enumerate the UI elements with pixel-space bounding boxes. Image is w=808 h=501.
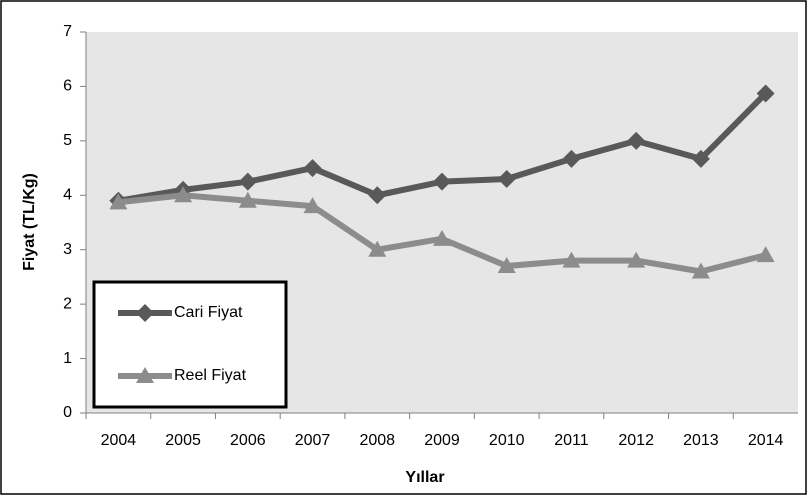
legend-marker xyxy=(136,367,154,383)
y-tick-label: 2 xyxy=(63,295,72,312)
y-tick-label: 7 xyxy=(63,23,72,40)
x-tick-label: 2012 xyxy=(618,432,654,449)
marker xyxy=(109,193,128,210)
legend-box xyxy=(92,280,288,409)
legend-marker xyxy=(136,304,154,322)
marker xyxy=(756,84,775,103)
marker xyxy=(303,159,322,178)
x-tick-label: 2005 xyxy=(165,432,201,449)
marker xyxy=(238,191,257,208)
marker xyxy=(433,229,451,246)
marker xyxy=(691,149,710,168)
marker xyxy=(497,257,516,274)
legend-label: Cari Fiyat xyxy=(174,304,243,321)
marker xyxy=(497,169,516,188)
x-tick-label: 2014 xyxy=(748,432,784,449)
y-tick-label: 1 xyxy=(63,350,72,367)
x-tick-label: 2004 xyxy=(101,432,137,449)
x-tick-label: 2006 xyxy=(230,432,266,449)
marker xyxy=(562,251,581,268)
x-tick-label: 2007 xyxy=(295,432,331,449)
marker xyxy=(303,197,322,214)
y-tick-label: 6 xyxy=(63,78,72,95)
x-tick-label: 2011 xyxy=(554,432,589,449)
marker xyxy=(238,172,257,191)
marker xyxy=(627,251,646,268)
x-tick-label: 2010 xyxy=(489,432,525,449)
legend-label: Reel Fiyat xyxy=(174,367,247,384)
marker xyxy=(433,172,451,191)
marker xyxy=(562,149,581,168)
marker xyxy=(174,186,193,203)
x-tick-label: 2013 xyxy=(683,432,719,449)
y-tick-label: 3 xyxy=(63,241,72,258)
marker xyxy=(368,186,387,205)
y-axis-title: Fiyat (TL/Kg) xyxy=(21,173,38,271)
marker xyxy=(691,262,710,279)
marker xyxy=(368,240,387,257)
marker xyxy=(756,246,775,263)
x-axis-title: Yıllar xyxy=(405,469,444,486)
x-tick-label: 2009 xyxy=(424,432,460,449)
y-tick-label: 5 xyxy=(63,132,72,149)
marker xyxy=(627,131,646,150)
y-tick-label: 4 xyxy=(63,187,72,204)
x-tick-label: 2008 xyxy=(359,432,395,449)
y-tick-label: 0 xyxy=(63,404,72,421)
